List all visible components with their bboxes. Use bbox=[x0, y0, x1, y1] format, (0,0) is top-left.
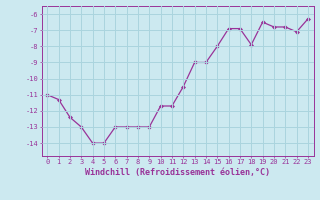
X-axis label: Windchill (Refroidissement éolien,°C): Windchill (Refroidissement éolien,°C) bbox=[85, 168, 270, 177]
